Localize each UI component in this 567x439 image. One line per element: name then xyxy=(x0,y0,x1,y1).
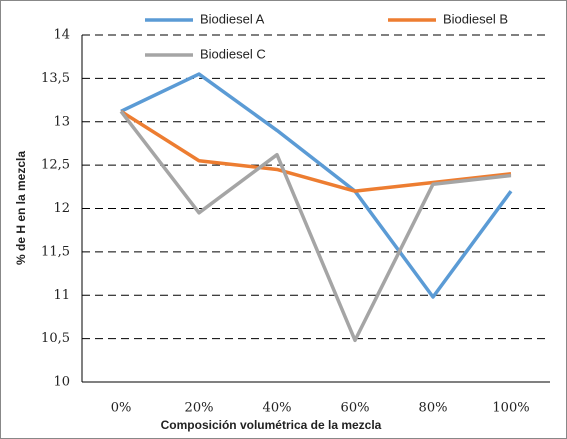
y-tick-label: 10 xyxy=(53,375,70,390)
y-tick-label: 12 xyxy=(53,201,70,216)
x-tick-label: 100% xyxy=(492,401,529,416)
y-axis-title: % de H en la mezcla xyxy=(14,151,28,265)
y-tick-label: 11,5 xyxy=(41,244,70,259)
y-tick-label: 11 xyxy=(53,288,70,303)
y-tick-label: 12,5 xyxy=(41,158,70,173)
y-tick-label: 10,5 xyxy=(41,331,70,346)
x-tick-label: 20% xyxy=(185,401,214,416)
series-line xyxy=(119,110,512,343)
x-tick-label: 40% xyxy=(263,401,292,416)
legend-label: Biodiesel A xyxy=(200,11,265,26)
x-tick-label: 60% xyxy=(341,401,370,416)
x-tick-label: 80% xyxy=(419,401,448,416)
legend-label: Biodiesel B xyxy=(443,11,508,26)
legend-label: Biodiesel C xyxy=(200,46,266,61)
y-tick-label: 13 xyxy=(53,114,70,129)
x-axis-title: Composición volumétrica de la mezcla xyxy=(161,418,382,432)
y-tick-label: 13,5 xyxy=(41,71,70,86)
series-line xyxy=(120,72,513,299)
x-tick-label: 0% xyxy=(111,401,132,416)
y-tick-label: 14 xyxy=(53,28,70,43)
